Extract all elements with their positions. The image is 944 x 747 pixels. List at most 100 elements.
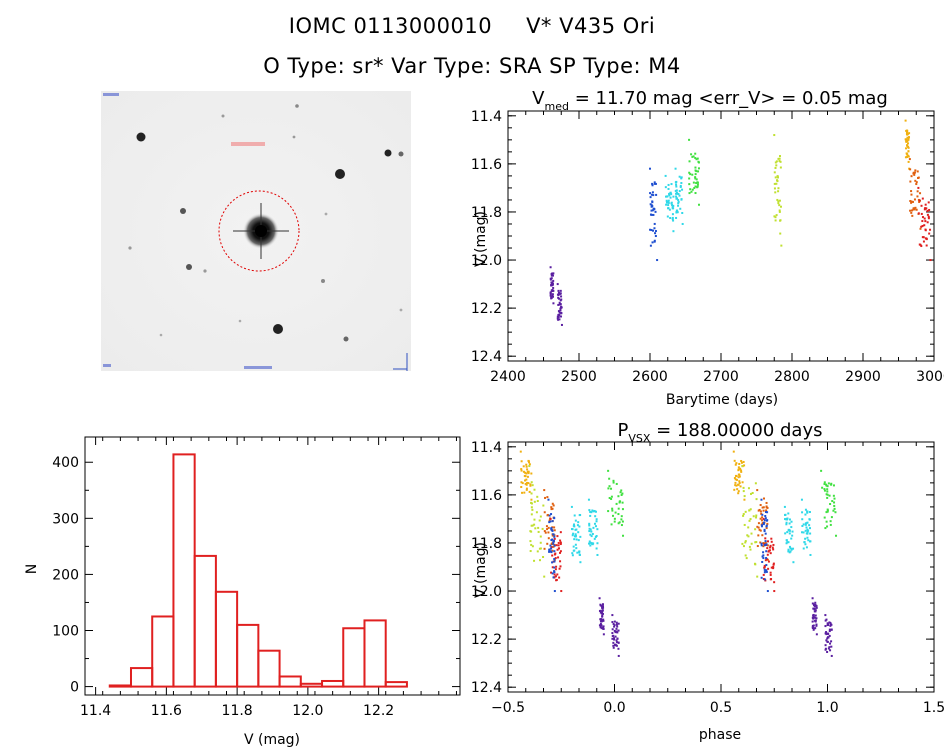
data-point xyxy=(572,532,575,535)
data-point xyxy=(574,528,577,531)
data-point xyxy=(528,463,531,466)
data-point xyxy=(595,534,598,537)
data-point xyxy=(740,459,743,462)
data-point xyxy=(775,160,778,163)
data-point xyxy=(826,637,829,640)
data-point xyxy=(925,207,928,210)
data-point xyxy=(552,279,555,282)
data-point xyxy=(552,539,555,542)
field-star xyxy=(203,269,207,273)
data-point xyxy=(613,638,616,641)
data-point xyxy=(694,192,697,195)
data-point xyxy=(783,505,786,508)
data-point xyxy=(553,544,556,547)
finder-image xyxy=(101,91,411,371)
data-point xyxy=(533,500,536,503)
data-point xyxy=(825,633,828,636)
data-point xyxy=(680,198,683,201)
data-point xyxy=(520,481,523,484)
data-point xyxy=(602,633,605,636)
data-point xyxy=(824,619,827,622)
data-point xyxy=(552,545,555,548)
data-point xyxy=(665,203,668,206)
data-point xyxy=(551,520,554,523)
data-point xyxy=(610,487,613,490)
data-point xyxy=(576,551,579,554)
data-point xyxy=(760,524,763,527)
data-point xyxy=(761,555,764,558)
data-point xyxy=(815,623,818,626)
data-point xyxy=(678,175,681,178)
data-point xyxy=(579,535,582,538)
data-point xyxy=(807,539,810,542)
data-point xyxy=(820,469,823,472)
data-point xyxy=(559,292,562,295)
data-point xyxy=(539,515,542,518)
data-point xyxy=(743,498,746,501)
x-tick-label: −0.5 xyxy=(491,700,525,716)
data-point xyxy=(815,617,818,620)
data-point xyxy=(670,202,673,205)
data-point xyxy=(688,177,691,180)
y-tick-label: 12.0 xyxy=(471,584,502,600)
data-point xyxy=(808,540,811,543)
data-point xyxy=(831,500,834,503)
data-point xyxy=(786,517,789,520)
data-point xyxy=(909,199,912,202)
data-point xyxy=(830,654,833,657)
data-point xyxy=(595,547,598,550)
data-point xyxy=(650,213,653,216)
data-point xyxy=(520,460,523,463)
data-point xyxy=(696,186,699,189)
data-point xyxy=(572,549,575,552)
data-point xyxy=(588,509,591,512)
data-point xyxy=(559,551,562,554)
data-point xyxy=(906,139,909,142)
data-point xyxy=(789,547,792,550)
data-point xyxy=(554,557,557,560)
data-point xyxy=(694,176,697,179)
data-point xyxy=(611,621,614,624)
data-point xyxy=(787,548,790,551)
data-point xyxy=(806,510,809,513)
x-tick-label: 11.6 xyxy=(151,703,182,719)
data-point xyxy=(825,493,828,496)
data-point xyxy=(751,491,754,494)
data-point xyxy=(790,526,793,529)
data-point xyxy=(557,314,560,317)
data-point xyxy=(777,200,780,203)
data-point xyxy=(690,153,693,156)
data-point xyxy=(528,490,531,493)
data-point xyxy=(785,523,788,526)
x-tick-label: 12.2 xyxy=(363,703,394,719)
data-point xyxy=(765,524,768,527)
data-point xyxy=(747,487,750,490)
data-point xyxy=(780,244,783,247)
data-point xyxy=(535,511,538,514)
data-point xyxy=(755,498,758,501)
types-subtitle: O Type: sr* Var Type: SRA SP Type: M4 xyxy=(263,54,681,78)
corner-label-mark xyxy=(103,93,119,96)
data-point xyxy=(560,295,563,298)
data-point xyxy=(533,488,536,491)
x-tick-label: 2800 xyxy=(774,369,810,385)
x-tick-label: 2900 xyxy=(845,369,881,385)
plot-frame xyxy=(507,441,935,693)
data-point xyxy=(675,185,678,188)
data-point xyxy=(651,241,654,244)
data-point xyxy=(608,485,611,488)
data-point xyxy=(530,506,533,509)
data-point xyxy=(550,527,553,530)
data-point xyxy=(546,528,549,531)
data-point xyxy=(812,616,815,619)
data-point xyxy=(924,203,927,206)
data-point xyxy=(814,619,817,622)
data-point xyxy=(788,518,791,521)
data-point xyxy=(744,510,747,513)
data-point xyxy=(536,495,539,498)
field-star xyxy=(292,135,296,139)
data-point xyxy=(549,278,552,281)
data-point xyxy=(758,528,761,531)
data-point xyxy=(559,543,562,546)
data-point xyxy=(745,557,748,560)
